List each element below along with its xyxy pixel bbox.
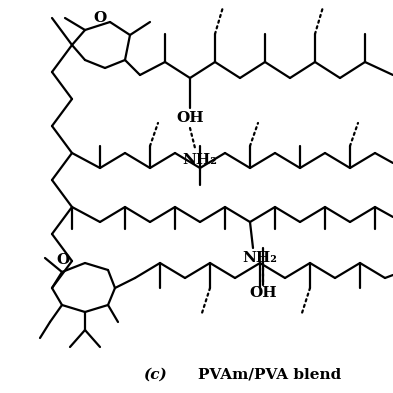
Text: O: O: [56, 253, 70, 267]
Text: NH₂: NH₂: [242, 251, 277, 265]
Text: NH₂: NH₂: [183, 153, 217, 167]
Text: O: O: [94, 11, 107, 25]
Text: (c): (c): [143, 368, 167, 382]
Text: OH: OH: [249, 286, 277, 300]
Text: OH: OH: [176, 111, 204, 125]
Text: PVAm/PVA blend: PVAm/PVA blend: [198, 368, 342, 382]
